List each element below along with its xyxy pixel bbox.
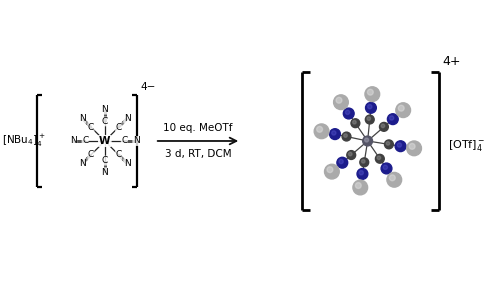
Circle shape bbox=[396, 103, 410, 117]
Circle shape bbox=[342, 132, 351, 141]
Circle shape bbox=[386, 142, 390, 145]
Circle shape bbox=[395, 141, 406, 151]
Circle shape bbox=[367, 117, 370, 120]
Text: C: C bbox=[116, 150, 122, 159]
Circle shape bbox=[368, 89, 374, 95]
Circle shape bbox=[336, 97, 342, 103]
Circle shape bbox=[362, 136, 372, 146]
Circle shape bbox=[352, 121, 356, 124]
Circle shape bbox=[387, 173, 402, 187]
Text: 10 eq. MeOTf: 10 eq. MeOTf bbox=[163, 123, 232, 133]
Text: N: N bbox=[102, 168, 108, 177]
Circle shape bbox=[381, 163, 392, 174]
Text: C: C bbox=[122, 137, 128, 146]
Text: 3 d, RT, DCM: 3 d, RT, DCM bbox=[164, 149, 232, 159]
Circle shape bbox=[327, 167, 333, 173]
Circle shape bbox=[359, 171, 364, 175]
Text: N: N bbox=[124, 114, 130, 123]
Text: 4−: 4− bbox=[140, 82, 156, 92]
Circle shape bbox=[368, 105, 372, 109]
Text: N: N bbox=[102, 105, 108, 114]
Circle shape bbox=[348, 152, 352, 156]
Circle shape bbox=[384, 140, 394, 149]
Circle shape bbox=[360, 158, 368, 167]
Text: N: N bbox=[124, 159, 130, 168]
Text: N: N bbox=[79, 114, 86, 123]
Circle shape bbox=[339, 159, 344, 164]
Text: N: N bbox=[79, 159, 86, 168]
Text: 4+: 4+ bbox=[442, 55, 460, 69]
Text: C: C bbox=[102, 117, 108, 126]
Circle shape bbox=[351, 119, 360, 128]
Circle shape bbox=[330, 129, 340, 139]
Circle shape bbox=[344, 134, 348, 137]
Circle shape bbox=[366, 115, 374, 124]
Circle shape bbox=[366, 102, 376, 113]
Circle shape bbox=[357, 169, 368, 179]
Circle shape bbox=[362, 160, 365, 163]
Text: C: C bbox=[82, 137, 88, 146]
Circle shape bbox=[353, 180, 368, 195]
Circle shape bbox=[390, 116, 394, 120]
Circle shape bbox=[398, 105, 404, 111]
Circle shape bbox=[356, 183, 362, 189]
Text: N: N bbox=[133, 137, 140, 146]
Circle shape bbox=[324, 164, 339, 179]
Circle shape bbox=[407, 141, 422, 156]
Text: [OTf]$^-_4$: [OTf]$^-_4$ bbox=[448, 139, 486, 153]
Circle shape bbox=[332, 131, 336, 135]
Text: C: C bbox=[88, 150, 94, 159]
Circle shape bbox=[347, 151, 356, 159]
Text: C: C bbox=[88, 123, 94, 132]
Circle shape bbox=[376, 154, 384, 163]
Text: [NBu$_4$]$^+_4$: [NBu$_4$]$^+_4$ bbox=[2, 133, 45, 149]
Text: C: C bbox=[116, 123, 122, 132]
Circle shape bbox=[390, 175, 396, 181]
Circle shape bbox=[409, 143, 415, 149]
Circle shape bbox=[383, 165, 388, 169]
Circle shape bbox=[337, 157, 347, 168]
Text: N: N bbox=[70, 137, 77, 146]
Text: W: W bbox=[99, 136, 110, 146]
Circle shape bbox=[344, 108, 354, 119]
Circle shape bbox=[346, 110, 350, 114]
Circle shape bbox=[364, 138, 368, 142]
Circle shape bbox=[334, 95, 348, 110]
Circle shape bbox=[365, 87, 380, 101]
Circle shape bbox=[314, 124, 329, 139]
Circle shape bbox=[388, 114, 398, 124]
Circle shape bbox=[377, 156, 380, 160]
Circle shape bbox=[380, 123, 388, 131]
Circle shape bbox=[381, 124, 384, 128]
Text: C: C bbox=[102, 156, 108, 165]
Circle shape bbox=[397, 143, 402, 147]
Circle shape bbox=[316, 126, 322, 132]
